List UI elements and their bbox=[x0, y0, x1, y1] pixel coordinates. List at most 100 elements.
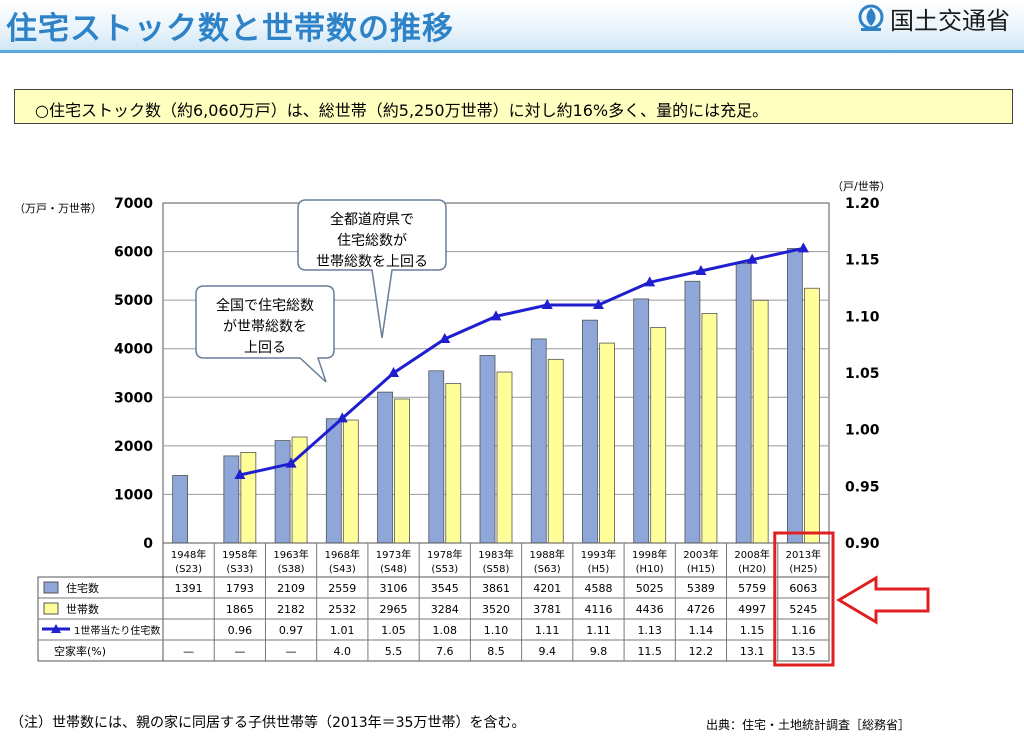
callout-prefectures-text: 世帯総数を上回る bbox=[316, 254, 428, 270]
table-cell: 5.5 bbox=[385, 645, 403, 658]
left-tick-label: 3000 bbox=[114, 390, 153, 406]
table-cell: 5389 bbox=[687, 582, 715, 595]
table-cell: 4436 bbox=[636, 603, 664, 616]
table-cell: 1391 bbox=[175, 582, 203, 595]
category-year: 2013年 bbox=[786, 548, 821, 561]
category-year: 1973年 bbox=[376, 548, 411, 561]
table-cell: 11.5 bbox=[637, 645, 662, 658]
left-tick-label: 6000 bbox=[114, 245, 153, 261]
table-cell: 1865 bbox=[226, 603, 254, 616]
summary-text: ○住宅ストック数（約6,060万戸）は、総世帯（約5,250万世帯）に対し約16… bbox=[35, 101, 769, 120]
bar-housing bbox=[735, 262, 752, 544]
page-title: 住宅ストック数と世帯数の推移 bbox=[6, 11, 454, 47]
legend-swatch-housing bbox=[43, 581, 59, 594]
table-cell: 1.13 bbox=[637, 624, 662, 637]
bar-housing bbox=[325, 418, 342, 544]
category-year: 2008年 bbox=[734, 548, 769, 561]
bar-households bbox=[547, 358, 564, 544]
line-point bbox=[746, 253, 758, 264]
category-era: (S23) bbox=[175, 564, 202, 575]
table-cell: 1.16 bbox=[791, 624, 816, 637]
table-cell: 2559 bbox=[328, 582, 356, 595]
table-cell: 1.08 bbox=[433, 624, 458, 637]
table-cell: — bbox=[183, 645, 194, 658]
table-cell: — bbox=[286, 645, 297, 658]
table-cell: 1.10 bbox=[484, 624, 509, 637]
table-cell: 2109 bbox=[277, 582, 305, 595]
table-cell: 0.96 bbox=[228, 624, 253, 637]
page-header bbox=[0, 0, 1024, 52]
bar-households bbox=[342, 419, 359, 544]
bar-housing bbox=[479, 355, 496, 544]
callout-national-bubble bbox=[195, 285, 335, 383]
category-era: (H20) bbox=[738, 564, 766, 575]
category-year: 1948年 bbox=[171, 548, 206, 561]
category-year: 1998年 bbox=[632, 548, 667, 561]
table-cell: 4116 bbox=[584, 603, 612, 616]
table-cell: 13.1 bbox=[740, 645, 765, 658]
category-era: (S63) bbox=[534, 564, 561, 575]
line-point bbox=[490, 310, 502, 321]
right-tick-label: 0.95 bbox=[845, 479, 880, 495]
category-era: (S33) bbox=[226, 564, 253, 575]
bar-households bbox=[803, 287, 820, 544]
callout-prefectures-bubble bbox=[297, 199, 447, 339]
bar-households bbox=[496, 371, 513, 544]
table-cell: 2532 bbox=[328, 603, 356, 616]
bar-households bbox=[752, 299, 769, 544]
category-era: (H15) bbox=[687, 564, 715, 575]
category-era: (H5) bbox=[588, 564, 610, 575]
table-cell: 4997 bbox=[738, 603, 766, 616]
bar-households bbox=[240, 452, 257, 544]
table-cell: 3545 bbox=[431, 582, 459, 595]
category-era: (S53) bbox=[431, 564, 458, 575]
callout-national-text: 上回る bbox=[244, 340, 286, 356]
plot-area bbox=[162, 202, 830, 544]
table-cell: 1.05 bbox=[381, 624, 406, 637]
callout-national-text: が世帯総数を bbox=[223, 319, 307, 335]
line-point bbox=[644, 276, 656, 287]
table-cell: 2965 bbox=[380, 603, 408, 616]
table-row-label: 空家率(%) bbox=[54, 644, 106, 658]
bar-housing bbox=[582, 319, 598, 544]
bar-housing bbox=[428, 370, 445, 544]
category-year: 1983年 bbox=[478, 548, 513, 561]
bar-households bbox=[394, 398, 410, 544]
table-cell: 8.5 bbox=[487, 645, 505, 658]
callout-national-text: 全国で住宅総数 bbox=[216, 297, 314, 314]
bar-housing bbox=[786, 248, 803, 544]
left-tick-label: 1000 bbox=[114, 487, 153, 503]
left-tick-label: 7000 bbox=[114, 196, 153, 212]
bar-housing bbox=[633, 298, 650, 544]
table-cell: — bbox=[234, 645, 245, 658]
table-cell: 4726 bbox=[687, 603, 715, 616]
category-year: 1978年 bbox=[427, 548, 462, 561]
highlight-arrow-icon bbox=[836, 575, 930, 625]
line-point bbox=[285, 457, 297, 468]
summary-box: ○住宅ストック数（約6,060万戸）は、総世帯（約5,250万世帯）に対し約16… bbox=[14, 89, 1013, 124]
table-cell: 3861 bbox=[482, 582, 510, 595]
right-axis-unit: （戸/世帯） bbox=[832, 180, 891, 193]
left-tick-label: 4000 bbox=[114, 342, 153, 358]
category-era: (S43) bbox=[329, 564, 356, 575]
left-tick-label: 5000 bbox=[114, 293, 153, 309]
line-point bbox=[592, 299, 604, 309]
table-row-label: 1世帯当たり住宅数 bbox=[74, 624, 160, 637]
table-cell: 0.97 bbox=[279, 624, 304, 637]
table-cell: 13.5 bbox=[791, 645, 816, 658]
table-cell: 12.2 bbox=[689, 645, 714, 658]
category-year: 2003年 bbox=[683, 548, 718, 561]
legend-swatch-marker bbox=[51, 624, 61, 633]
bar-housing bbox=[377, 391, 393, 544]
logo-text: 国土交通省 bbox=[890, 6, 1010, 35]
table-cell: 1.01 bbox=[330, 624, 355, 637]
table-cell: 4201 bbox=[533, 582, 561, 595]
highlight-2013-box bbox=[773, 531, 835, 667]
left-tick-label: 0 bbox=[143, 536, 153, 552]
table-cell: 3106 bbox=[380, 582, 408, 595]
category-year: 1968年 bbox=[325, 548, 360, 561]
category-era: (H25) bbox=[789, 564, 817, 575]
bar-households bbox=[701, 313, 718, 544]
line-point bbox=[439, 333, 451, 343]
